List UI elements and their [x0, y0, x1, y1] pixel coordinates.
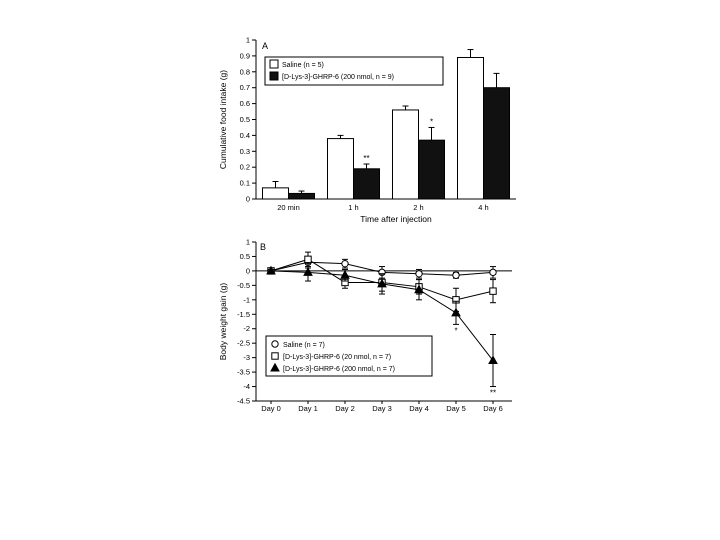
panel-b-x-tick-label: Day 3	[372, 404, 392, 413]
panel-b-y-axis-title: Body weight gain (g)	[218, 283, 228, 361]
panel-b-x-tick-label: Day 6	[483, 404, 503, 413]
panel-b-y-tick-label: -0.5	[237, 281, 250, 290]
data-point-square	[489, 287, 497, 295]
legend-label: Saline (n = 7)	[283, 342, 325, 349]
panel-a-y-tick-label: 0.5	[240, 115, 250, 124]
legend-label: Saline (n = 5)	[282, 62, 324, 69]
panel-a-y-tick-label: 0.8	[240, 67, 250, 76]
data-point-triangle	[377, 278, 387, 288]
panel-b-y-tick-label: -1	[243, 295, 250, 304]
data-point-triangle	[414, 284, 424, 294]
panel-a-x-tick-label: 2 h	[413, 203, 423, 212]
data-point-circle	[341, 259, 349, 268]
significance-marker: *	[430, 117, 433, 126]
data-point-triangle	[451, 307, 461, 317]
data-point-circle	[271, 340, 279, 348]
panel-b-x-tick-label: Day 2	[335, 404, 355, 413]
bar-treatment	[483, 87, 510, 200]
panel-b-y-tick-label: -4	[243, 382, 250, 391]
data-point-circle	[489, 268, 497, 277]
panel-b-legend-box	[265, 335, 433, 377]
data-point-triangle	[488, 355, 498, 365]
panel-a-y-tick-label: 0.9	[240, 51, 250, 60]
panel-b-x-tick-label: Day 4	[409, 404, 429, 413]
bar-saline	[457, 56, 484, 200]
legend-swatch	[269, 59, 279, 69]
panel-b: 1 0.5 0 -0.5 -1 -1.5 -2 -2.5 -3 -3.5 -4 -4.5 Day 0 Da…	[218, 238, 512, 413]
series-triangle-filled	[266, 263, 498, 388]
data-point-triangle	[270, 362, 280, 372]
bar-treatment	[288, 192, 315, 200]
panel-b-y-tick-label: 0	[246, 266, 250, 275]
bar-treatment	[418, 139, 445, 200]
panel-b-legend: Saline (n = 7) [D-Lys-3]-GHRP-6 (20 nmol,…	[265, 335, 433, 377]
data-point-triangle	[303, 267, 313, 276]
panel-a-x-axis-title: Time after injection	[360, 214, 432, 224]
panel-a-y-tick-label: 0.2	[240, 163, 250, 172]
panel-b-x-tick-label: Day 5	[446, 404, 466, 413]
panel-b-y-tick-label: -4.5	[237, 397, 250, 406]
bar-saline	[392, 109, 419, 200]
panel-a: 0 0.1 0.2 0.3 0.4 0.5 0.6 0.7 0.8 0.9 1 A Cumulative…	[218, 36, 516, 224]
panel-a-x-tick-label: 1 h	[348, 203, 358, 212]
panel-a-legend: Saline (n = 5) [D-Lys-3]-GHRP-6 (200 nmol…	[264, 56, 444, 86]
panel-b-letter: B	[260, 242, 266, 252]
panel-b-x-tick-label: Day 1	[298, 404, 318, 413]
panel-a-y-tick-label: 0.7	[240, 83, 250, 92]
panel-b-y-tick-label: -1.5	[237, 310, 250, 319]
data-point-triangle	[340, 270, 350, 279]
legend-label: [D-Lys-3]-GHRP-6 (200 nmol, n = 9)	[282, 74, 394, 81]
panel-a-y-tick-label: 0	[246, 195, 250, 204]
data-point-square	[304, 255, 312, 264]
panel-a-y-tick-label: 0.4	[240, 131, 250, 140]
panel-b-y-tick-label: -2	[243, 324, 250, 333]
panel-a-x-tick-label: 4 h	[478, 203, 488, 212]
data-point-circle	[452, 271, 460, 279]
panel-a-x-tick-label: 20 min	[277, 203, 300, 212]
panel-a-y-tick-label: 0.3	[240, 147, 250, 156]
data-point-circle	[415, 270, 423, 278]
panel-b-y-tick-label: -3	[243, 353, 250, 362]
panel-a-y-tick-label: 0.1	[240, 179, 250, 188]
significance-marker: **	[363, 154, 369, 163]
significance-marker: *	[454, 326, 457, 335]
panel-a-y-axis-title: Cumulative food intake (g)	[218, 70, 228, 169]
panel-b-x-tick-label: Day 0	[261, 404, 281, 413]
legend-swatch	[269, 71, 279, 81]
panel-a-letter: A	[262, 41, 268, 51]
panel-a-y-tick-label: 1	[246, 36, 250, 45]
panel-a-y-tick-label: 0.6	[240, 99, 250, 108]
panel-b-y-tick-label: 0.5	[240, 252, 250, 261]
panel-b-y-tick-label: 1	[246, 238, 250, 247]
panel-a-legend-box	[264, 56, 444, 86]
panel-b-y-tick-label: -2.5	[237, 339, 250, 348]
bar-treatment	[353, 168, 380, 200]
bar-saline	[262, 187, 289, 200]
legend-label: [D-Lys-3]-GHRP-6 (200 nmol, n = 7)	[283, 366, 395, 373]
legend-label: [D-Lys-3]-GHRP-6 (20 nmol, n = 7)	[283, 354, 391, 361]
significance-marker: **	[490, 389, 496, 398]
bar-saline	[327, 138, 354, 200]
panel-b-y-tick-label: -3.5	[237, 368, 250, 377]
data-point-square	[271, 352, 279, 360]
data-point-triangle	[266, 265, 276, 275]
